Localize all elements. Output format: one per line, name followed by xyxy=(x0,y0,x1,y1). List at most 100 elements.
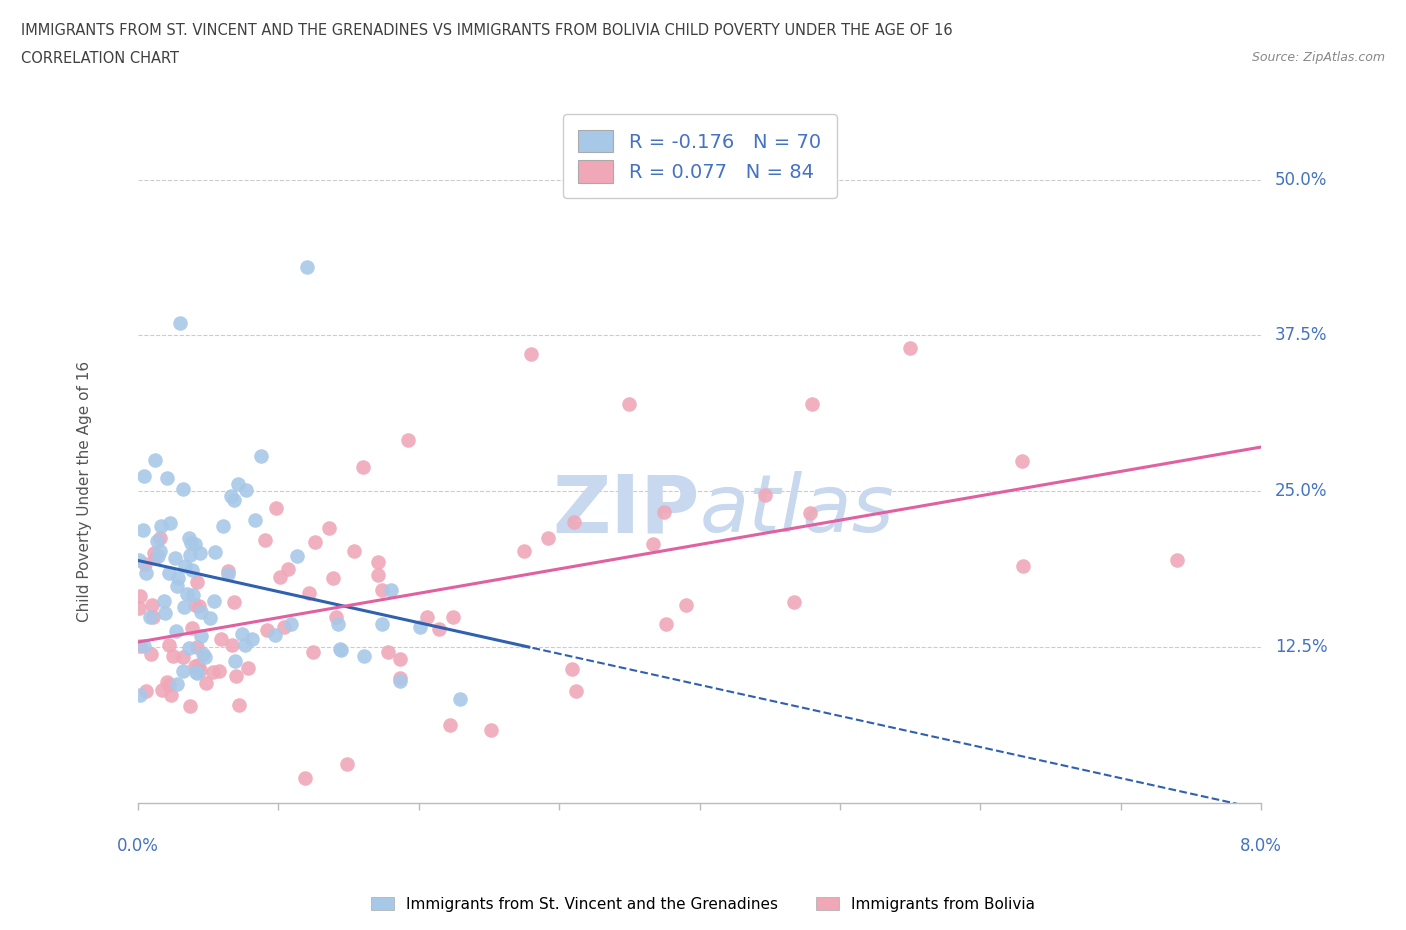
Point xyxy=(139,609,162,624)
Point xyxy=(180,536,202,551)
Point xyxy=(799,506,821,521)
Point xyxy=(198,611,221,626)
Point xyxy=(149,531,172,546)
Point xyxy=(181,620,204,635)
Point xyxy=(149,518,172,533)
Point xyxy=(561,661,583,676)
Point xyxy=(173,599,195,614)
Point xyxy=(416,609,439,624)
Point xyxy=(155,605,177,620)
Point xyxy=(135,566,157,581)
Point xyxy=(172,649,194,664)
Point xyxy=(142,609,165,624)
Point xyxy=(285,549,308,564)
Point xyxy=(367,567,389,582)
Point xyxy=(143,452,166,467)
Point xyxy=(254,533,277,548)
Point xyxy=(134,557,156,572)
Point xyxy=(202,593,225,608)
Point xyxy=(256,623,278,638)
Legend: Immigrants from St. Vincent and the Grenadines, Immigrants from Bolivia: Immigrants from St. Vincent and the Gren… xyxy=(364,890,1042,918)
Point xyxy=(149,543,172,558)
Point xyxy=(537,530,560,545)
Point xyxy=(243,512,266,527)
Point xyxy=(295,259,318,274)
Point xyxy=(195,676,218,691)
Point xyxy=(157,637,180,652)
Point xyxy=(228,476,250,491)
Point xyxy=(228,698,250,712)
Point xyxy=(146,534,169,549)
Point xyxy=(139,646,162,661)
Point xyxy=(264,627,287,642)
Point xyxy=(128,553,150,568)
Point xyxy=(380,582,402,597)
Point xyxy=(143,546,166,561)
Point xyxy=(250,448,273,463)
Point xyxy=(269,569,291,584)
Point xyxy=(204,544,226,559)
Text: 12.5%: 12.5% xyxy=(1275,638,1327,657)
Point xyxy=(329,642,352,657)
Point xyxy=(219,489,242,504)
Point xyxy=(427,621,450,636)
Point xyxy=(371,617,394,631)
Point xyxy=(169,315,191,330)
Point xyxy=(184,537,207,551)
Point xyxy=(264,500,287,515)
Point xyxy=(222,594,245,609)
Point xyxy=(512,544,534,559)
Point xyxy=(188,599,211,614)
Point xyxy=(162,648,184,663)
Text: CORRELATION CHART: CORRELATION CHART xyxy=(21,51,179,66)
Point xyxy=(441,609,464,624)
Text: IMMIGRANTS FROM ST. VINCENT AND THE GRENADINES VS IMMIGRANTS FROM BOLIVIA CHILD : IMMIGRANTS FROM ST. VINCENT AND THE GREN… xyxy=(21,23,953,38)
Point xyxy=(240,631,263,646)
Point xyxy=(1011,454,1033,469)
Point xyxy=(277,562,299,577)
Point xyxy=(190,629,212,644)
Point xyxy=(159,515,181,530)
Point xyxy=(186,575,208,590)
Point xyxy=(177,640,200,655)
Point xyxy=(396,432,419,447)
Point xyxy=(298,586,321,601)
Point xyxy=(326,617,349,631)
Point xyxy=(439,718,461,733)
Point xyxy=(186,640,208,655)
Point xyxy=(329,643,352,658)
Point xyxy=(184,597,207,612)
Point xyxy=(176,587,198,602)
Point xyxy=(157,678,180,693)
Text: Source: ZipAtlas.com: Source: ZipAtlas.com xyxy=(1251,51,1385,64)
Point xyxy=(190,605,212,620)
Point xyxy=(132,468,155,483)
Point xyxy=(194,649,217,664)
Point xyxy=(377,644,399,659)
Point xyxy=(153,594,176,609)
Point xyxy=(224,653,246,668)
Text: 25.0%: 25.0% xyxy=(1275,483,1327,500)
Text: ZIP: ZIP xyxy=(553,472,700,549)
Point xyxy=(336,756,359,771)
Point xyxy=(222,492,245,507)
Point xyxy=(652,504,675,519)
Point xyxy=(129,589,152,604)
Point xyxy=(1011,559,1033,574)
Point xyxy=(217,564,239,578)
Point xyxy=(129,638,152,653)
Point xyxy=(367,554,389,569)
Point xyxy=(184,658,207,673)
Point xyxy=(150,683,173,698)
Point xyxy=(562,514,585,529)
Point xyxy=(231,627,253,642)
Point xyxy=(165,623,187,638)
Point xyxy=(520,347,543,362)
Point xyxy=(156,675,179,690)
Point xyxy=(179,548,201,563)
Point xyxy=(190,546,212,561)
Point xyxy=(236,660,259,675)
Point xyxy=(325,609,347,624)
Point xyxy=(179,698,201,713)
Point xyxy=(209,632,232,647)
